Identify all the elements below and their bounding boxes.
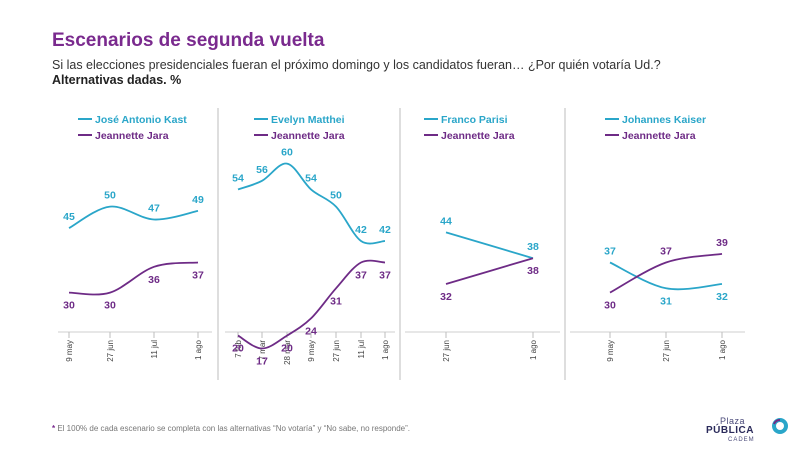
data-label: 32 <box>440 291 452 303</box>
legend-label: José Antonio Kast <box>95 114 187 126</box>
data-label: 20 <box>281 343 293 355</box>
data-label: 31 <box>330 295 342 307</box>
footnote-text: El 100% de cada escenario se completa co… <box>55 424 410 433</box>
data-label: 45 <box>63 211 75 223</box>
x-tick-label: 1 ago <box>381 339 390 360</box>
data-label: 37 <box>192 270 204 282</box>
x-tick-label: 11 jul <box>150 340 159 359</box>
legend-label: Jeannette Jara <box>441 130 515 142</box>
x-tick-label: 9 may <box>606 340 615 362</box>
data-label: 30 <box>104 300 116 312</box>
data-label: 54 <box>232 172 244 184</box>
x-tick-label: 27 jun <box>442 340 451 362</box>
data-label: 50 <box>330 190 342 202</box>
logo-line2: PÚBLICA <box>706 425 754 436</box>
page-title: Escenarios de segunda vuelta <box>52 30 325 51</box>
x-tick-label: 11 jul <box>357 340 366 359</box>
data-label: 49 <box>192 194 204 206</box>
x-tick-label: 7 mar <box>258 340 267 361</box>
series-line <box>68 205 199 229</box>
series-line <box>237 259 386 350</box>
x-tick-label: 1 ago <box>529 339 538 360</box>
data-label: 37 <box>379 270 391 282</box>
series-line <box>237 162 386 245</box>
legend-label: Jeannette Jara <box>622 130 696 142</box>
x-tick-label: 1 ago <box>194 339 203 360</box>
series-line <box>609 261 723 291</box>
footnote: * El 100% de cada escenario se completa … <box>52 424 410 433</box>
series-line <box>609 253 723 294</box>
data-label: 42 <box>379 224 391 236</box>
series-line <box>68 261 199 296</box>
data-label: 20 <box>232 343 244 355</box>
data-label: 36 <box>148 274 160 286</box>
x-tick-label: 27 jun <box>662 340 671 362</box>
x-tick-label: 28 mar <box>283 340 292 365</box>
logo-line3: CADEM <box>728 437 755 443</box>
data-label: 37 <box>660 246 672 258</box>
data-label: 56 <box>256 164 268 176</box>
data-label: 24 <box>305 325 317 337</box>
data-label: 30 <box>63 300 75 312</box>
data-label: 32 <box>716 291 728 303</box>
legend-label: Johannes Kaiser <box>622 114 706 126</box>
x-tick-label: 27 jun <box>332 340 341 362</box>
series-line <box>445 231 534 260</box>
logo-bubble-icon <box>772 418 788 435</box>
data-label: 37 <box>355 270 367 282</box>
data-label: 30 <box>604 300 616 312</box>
footnote-star: * <box>52 424 56 433</box>
x-tick-label: 9 may <box>65 340 74 362</box>
series-line <box>445 257 534 285</box>
brand-logo: Plaza PÚBLICA CADEM <box>700 416 792 444</box>
data-label: 37 <box>604 246 616 258</box>
data-label: 31 <box>660 295 672 307</box>
x-tick-label: 7 feb <box>234 339 243 357</box>
units-note: Alternativas dadas. % <box>52 73 182 87</box>
x-tick-label: 1 ago <box>718 339 727 360</box>
legend-label: Jeannette Jara <box>95 130 169 142</box>
data-label: 42 <box>355 224 367 236</box>
x-tick-label: 9 may <box>307 340 316 362</box>
data-label: 47 <box>148 203 160 215</box>
legend-label: Evelyn Matthei <box>271 114 345 126</box>
data-label: 39 <box>716 237 728 249</box>
data-label: 50 <box>104 190 116 202</box>
data-label: 38 <box>527 241 539 253</box>
logo-line1: Plaza <box>720 416 746 426</box>
data-label: 60 <box>281 147 293 159</box>
data-label: 44 <box>440 215 452 227</box>
data-label: 54 <box>305 172 317 184</box>
legend-label: Jeannette Jara <box>271 130 345 142</box>
legend-label: Franco Parisi <box>441 114 508 126</box>
data-label: 17 <box>256 356 268 368</box>
data-label: 38 <box>527 265 539 277</box>
x-tick-label: 27 jun <box>106 340 115 362</box>
page-subtitle: Si las elecciones presidenciales fueran … <box>52 58 661 72</box>
